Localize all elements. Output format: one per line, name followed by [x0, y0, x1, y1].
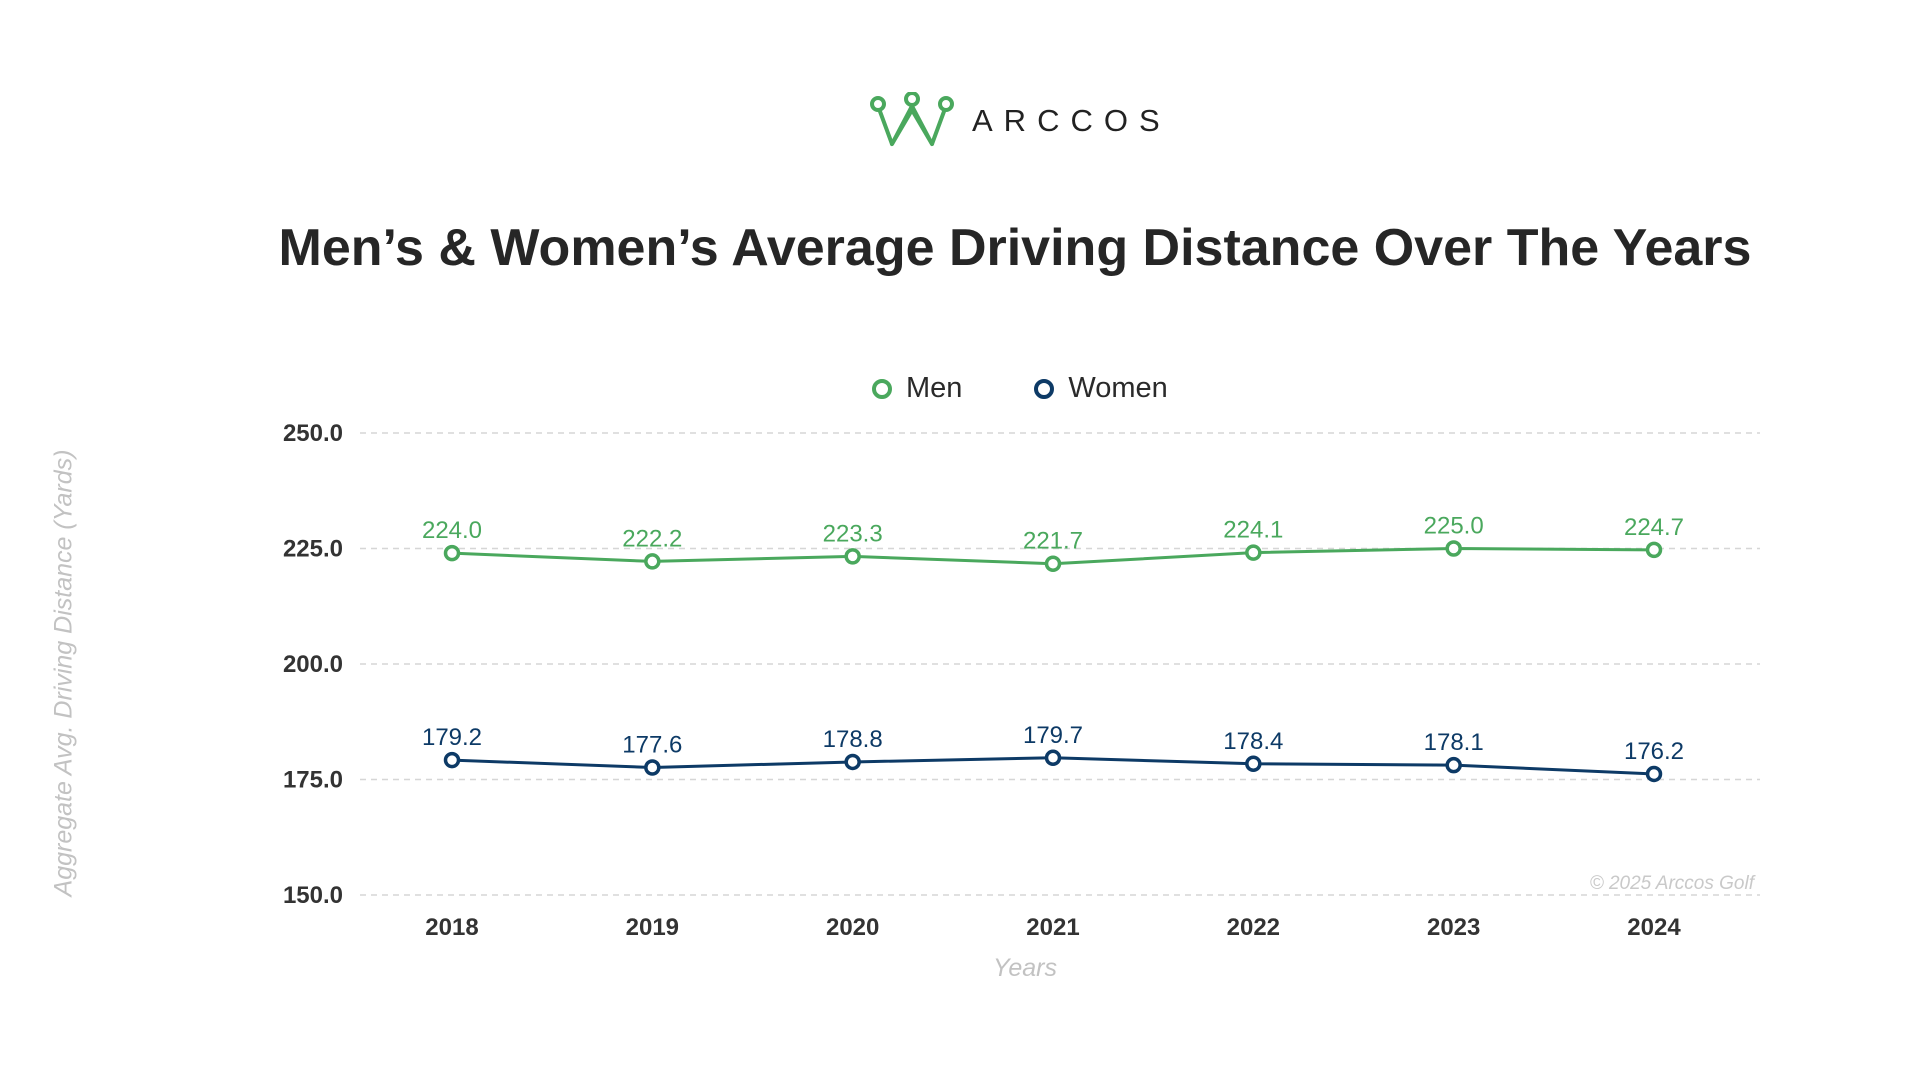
data-label: 177.6 — [622, 731, 682, 758]
data-label: 179.2 — [422, 724, 482, 751]
x-tick-label: 2018 — [425, 914, 478, 941]
y-tick-label: 150.0 — [283, 882, 343, 909]
data-label: 221.7 — [1023, 528, 1083, 555]
y-tick-label: 225.0 — [283, 536, 343, 563]
data-point — [1245, 755, 1262, 773]
data-label: 176.2 — [1624, 738, 1684, 765]
data-label: 223.3 — [823, 520, 883, 547]
copyright-note: © 2025 Arccos Golf — [1589, 873, 1754, 894]
data-point — [1645, 541, 1663, 559]
data-point — [1645, 765, 1663, 783]
legend-item-women: Women — [1034, 372, 1168, 405]
data-point — [644, 553, 661, 570]
data-label: 178.8 — [823, 726, 883, 753]
y-tick-label: 200.0 — [283, 651, 343, 678]
data-point — [1245, 544, 1262, 561]
x-tick-label: 2020 — [826, 914, 879, 941]
legend-item-men: Men — [872, 372, 962, 405]
crown-icon — [870, 92, 954, 146]
data-label: 178.4 — [1223, 728, 1283, 755]
x-tick-label: 2021 — [1026, 914, 1079, 941]
data-label: 224.0 — [422, 517, 482, 544]
data-label: 179.7 — [1023, 722, 1083, 749]
legend-label-women: Women — [1068, 372, 1168, 404]
data-point — [844, 548, 861, 565]
logo-wordmark: ARCCOS — [972, 103, 1171, 138]
data-point — [443, 544, 461, 562]
data-point — [1044, 749, 1062, 767]
x-tick-label: 2023 — [1427, 914, 1480, 941]
data-label: 222.2 — [622, 525, 682, 552]
x-tick-label: 2024 — [1627, 914, 1681, 941]
data-label: 225.0 — [1424, 513, 1484, 540]
y-tick-label: 250.0 — [283, 420, 343, 447]
data-point — [443, 751, 461, 769]
legend-marker-men — [872, 378, 892, 399]
data-point — [1445, 756, 1462, 774]
data-point — [644, 759, 661, 776]
legend-marker-women — [1034, 378, 1055, 399]
chart-legend: Men Women — [872, 372, 1168, 405]
data-point — [1445, 540, 1462, 557]
data-point — [844, 753, 861, 771]
legend-label-men: Men — [906, 372, 963, 404]
y-tick-label: 175.0 — [283, 767, 343, 794]
x-tick-label: 2019 — [626, 914, 679, 941]
data-label: 178.1 — [1424, 729, 1484, 756]
arccos-logo: ARCCOS — [870, 92, 1171, 150]
data-label: 224.7 — [1624, 514, 1684, 541]
x-tick-label: 2022 — [1227, 914, 1280, 941]
x-axis-title: Years — [993, 954, 1057, 982]
data-point — [1044, 555, 1062, 572]
y-axis-title: Aggregate Avg. Driving Distance (Yards) — [49, 449, 78, 897]
chart-title: Men’s & Women’s Average Driving Distance… — [278, 219, 1752, 277]
data-label: 224.1 — [1223, 517, 1283, 544]
